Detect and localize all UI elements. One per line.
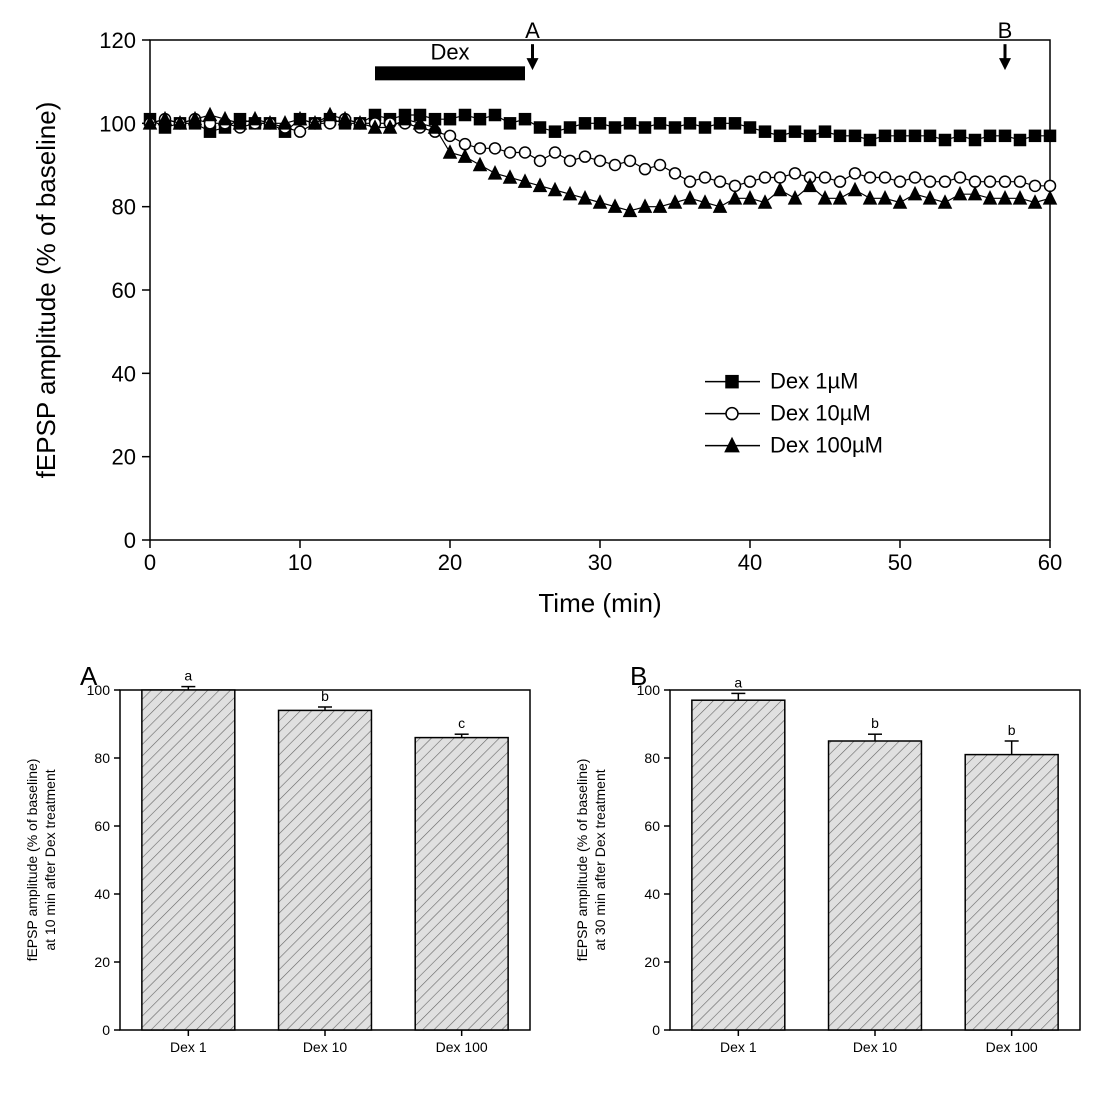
svg-text:40: 40 <box>644 886 660 902</box>
svg-text:Dex 100: Dex 100 <box>436 1039 488 1055</box>
svg-text:0: 0 <box>102 1022 110 1038</box>
svg-text:b: b <box>1008 722 1016 738</box>
svg-text:Dex: Dex <box>430 39 469 64</box>
svg-text:10: 10 <box>288 550 312 575</box>
svg-text:Dex 1µM: Dex 1µM <box>770 369 858 394</box>
svg-text:Dex 1: Dex 1 <box>170 1039 207 1055</box>
svg-text:fEPSP amplitude (% of baseline: fEPSP amplitude (% of baseline) <box>24 759 40 962</box>
svg-text:40: 40 <box>738 550 762 575</box>
svg-text:120: 120 <box>99 28 136 53</box>
svg-text:20: 20 <box>94 954 110 970</box>
svg-text:60: 60 <box>644 818 660 834</box>
svg-text:30: 30 <box>588 550 612 575</box>
svg-text:B: B <box>630 661 647 691</box>
svg-text:Dex 10µM: Dex 10µM <box>770 401 871 426</box>
svg-text:80: 80 <box>94 750 110 766</box>
svg-text:20: 20 <box>644 954 660 970</box>
svg-text:A: A <box>525 18 540 43</box>
svg-text:c: c <box>458 715 465 731</box>
panel-b-chart: 020406080100fEPSP amplitude (% of baseli… <box>560 650 1100 1080</box>
svg-text:Dex 1: Dex 1 <box>720 1039 757 1055</box>
svg-text:Dex 100µM: Dex 100µM <box>770 433 883 458</box>
svg-text:Dex 10: Dex 10 <box>303 1039 348 1055</box>
svg-text:60: 60 <box>94 818 110 834</box>
svg-text:40: 40 <box>94 886 110 902</box>
svg-text:at 30 min after Dex treatment: at 30 min after Dex treatment <box>592 769 608 950</box>
svg-text:b: b <box>321 688 329 704</box>
svg-text:0: 0 <box>652 1022 660 1038</box>
svg-text:20: 20 <box>112 445 136 470</box>
svg-text:fEPSP amplitude (% of baseline: fEPSP amplitude (% of baseline) <box>31 102 61 479</box>
main-chart: 0 20 40 60 80 100 120 0 10 20 30 40 50 60 Time (min) fE… <box>10 10 1090 630</box>
svg-text:20: 20 <box>438 550 462 575</box>
svg-text:a: a <box>184 668 192 684</box>
svg-text:80: 80 <box>644 750 660 766</box>
svg-text:Time (min): Time (min) <box>538 588 661 618</box>
svg-text:50: 50 <box>888 550 912 575</box>
svg-text:fEPSP amplitude (% of baseline: fEPSP amplitude (% of baseline) <box>574 759 590 962</box>
svg-text:0: 0 <box>124 528 136 553</box>
svg-text:40: 40 <box>112 361 136 386</box>
svg-text:at 10 min after Dex treatment: at 10 min after Dex treatment <box>42 769 58 950</box>
svg-text:b: b <box>871 715 879 731</box>
svg-text:a: a <box>734 674 742 690</box>
svg-text:100: 100 <box>99 111 136 136</box>
panel-a-chart: 020406080100fEPSP amplitude (% of baseli… <box>10 650 550 1080</box>
svg-text:Dex 100: Dex 100 <box>986 1039 1038 1055</box>
svg-text:Dex 10: Dex 10 <box>853 1039 898 1055</box>
svg-text:80: 80 <box>112 195 136 220</box>
svg-text:60: 60 <box>112 278 136 303</box>
svg-text:0: 0 <box>144 550 156 575</box>
svg-text:B: B <box>998 18 1013 43</box>
svg-text:60: 60 <box>1038 550 1062 575</box>
svg-text:A: A <box>80 661 98 691</box>
